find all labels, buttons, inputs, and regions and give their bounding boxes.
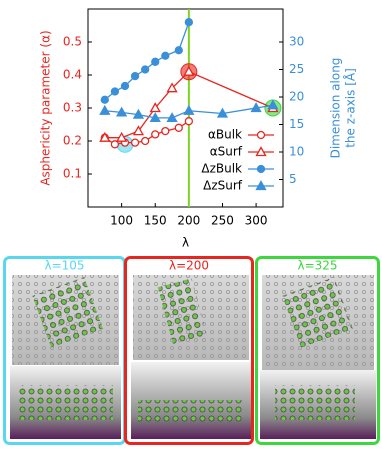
marker bbox=[183, 104, 195, 115]
marker bbox=[141, 65, 150, 74]
marker bbox=[149, 112, 161, 123]
marker bbox=[174, 123, 183, 132]
legend-marker bbox=[256, 130, 266, 140]
y2-tick-label: 30 bbox=[289, 35, 304, 49]
x-tick-label: 200 bbox=[177, 214, 200, 228]
marker bbox=[110, 87, 120, 96]
x-tick-label: 300 bbox=[245, 214, 268, 228]
panel bbox=[260, 275, 376, 439]
panel-frame bbox=[255, 256, 380, 445]
panels bbox=[10, 275, 376, 439]
y2-tick-label: 15 bbox=[289, 117, 304, 131]
marker bbox=[166, 112, 178, 123]
y2-tick-label: 10 bbox=[289, 145, 304, 159]
panel-frame bbox=[124, 256, 254, 445]
marker bbox=[141, 136, 150, 146]
marker bbox=[99, 131, 111, 142]
legend-label: αSurf bbox=[210, 145, 243, 159]
y-tick-label: 0.1 bbox=[63, 167, 82, 181]
legend-marker bbox=[255, 146, 267, 157]
y-tick-label: 0.3 bbox=[63, 101, 82, 115]
legend-label: ΔzSurf bbox=[203, 179, 243, 193]
legend-marker bbox=[256, 164, 266, 174]
panel-label: λ=200 bbox=[169, 259, 209, 273]
x-axis-label: λ bbox=[182, 236, 189, 250]
y2-axis-label: the z-axis [Å] bbox=[343, 68, 358, 148]
x-tick-label: 250 bbox=[211, 214, 234, 228]
marker bbox=[130, 138, 140, 147]
x-tick-label: 150 bbox=[144, 214, 167, 228]
panel-label: λ=105 bbox=[44, 259, 84, 273]
marker bbox=[151, 57, 160, 66]
marker bbox=[151, 130, 160, 139]
marker bbox=[184, 117, 194, 126]
series-line bbox=[104, 21, 190, 101]
y-tick-label: 0.5 bbox=[63, 35, 82, 49]
y-axis-label: Asphericity parameter (α) bbox=[39, 30, 53, 185]
marker bbox=[110, 140, 120, 149]
panel bbox=[131, 275, 251, 439]
panel-label: λ=325 bbox=[297, 259, 337, 273]
marker bbox=[183, 65, 195, 76]
marker bbox=[161, 51, 170, 60]
marker bbox=[99, 104, 111, 115]
marker bbox=[132, 108, 145, 119]
x-tick-label: 100 bbox=[110, 214, 133, 228]
marker bbox=[267, 99, 279, 110]
legend-label: ΔzBulk bbox=[201, 162, 242, 176]
panel bbox=[10, 275, 121, 439]
marker bbox=[132, 125, 145, 136]
y2-tick-label: 25 bbox=[289, 62, 304, 76]
marker bbox=[184, 18, 194, 27]
y2-tick-label: 20 bbox=[289, 90, 304, 104]
y2-tick-label: 5 bbox=[289, 172, 297, 186]
marker bbox=[250, 102, 262, 113]
marker bbox=[161, 126, 170, 136]
marker bbox=[130, 71, 140, 81]
marker bbox=[174, 46, 183, 55]
marker bbox=[149, 102, 161, 113]
legend-label: αBulk bbox=[208, 128, 242, 142]
legend-marker bbox=[255, 180, 267, 191]
marker bbox=[120, 81, 130, 91]
marker bbox=[216, 107, 229, 118]
y-tick-label: 0.2 bbox=[63, 134, 82, 148]
marker bbox=[116, 131, 128, 142]
marker bbox=[166, 82, 178, 93]
marker bbox=[100, 95, 109, 104]
y-tick-label: 0.4 bbox=[63, 68, 82, 82]
marker bbox=[116, 106, 128, 117]
y2-axis-label: Dimension along bbox=[329, 58, 343, 159]
